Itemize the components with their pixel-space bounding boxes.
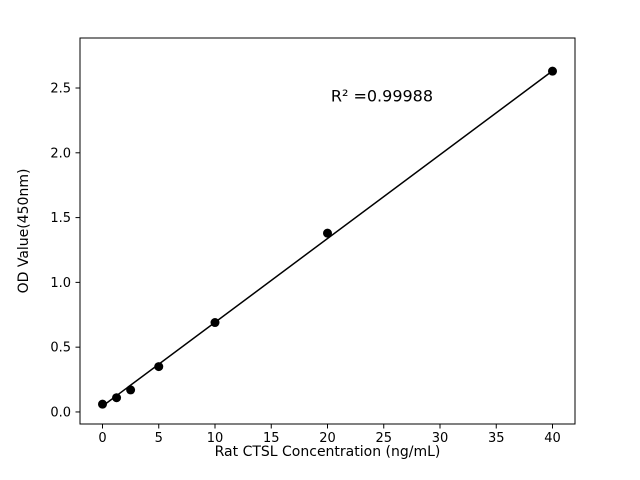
data-point [98,399,107,409]
y-tick-label: 0.5 [50,341,71,356]
y-axis-label: OD Value(450nm) [16,169,32,294]
r-squared-annotation: R² =0.99988 [331,87,433,106]
x-tick-label: 10 [207,431,224,446]
y-tick-label: 1.5 [50,211,71,226]
x-tick-label: 0 [98,431,106,446]
data-point [210,318,220,328]
data-point [112,393,122,403]
data-point [548,66,557,76]
data-point [126,385,136,395]
y-tick-label: 2.5 [50,82,71,97]
x-tick-label: 40 [544,431,561,446]
data-point [323,228,332,238]
x-tick-label: 35 [488,431,505,446]
data-point [154,362,164,372]
x-tick-label: 5 [155,431,163,446]
y-tick-label: 2.0 [50,146,71,161]
x-tick-label: 30 [432,431,449,446]
x-tick-label: 20 [319,431,336,446]
fit-line [102,70,553,407]
x-tick-label: 15 [263,431,280,446]
y-tick-label: 1.0 [50,276,71,291]
y-tick-label: 0.0 [50,405,71,420]
x-axis-label: Rat CTSL Concentration (ng/mL) [215,444,441,460]
x-tick-label: 25 [375,431,392,446]
